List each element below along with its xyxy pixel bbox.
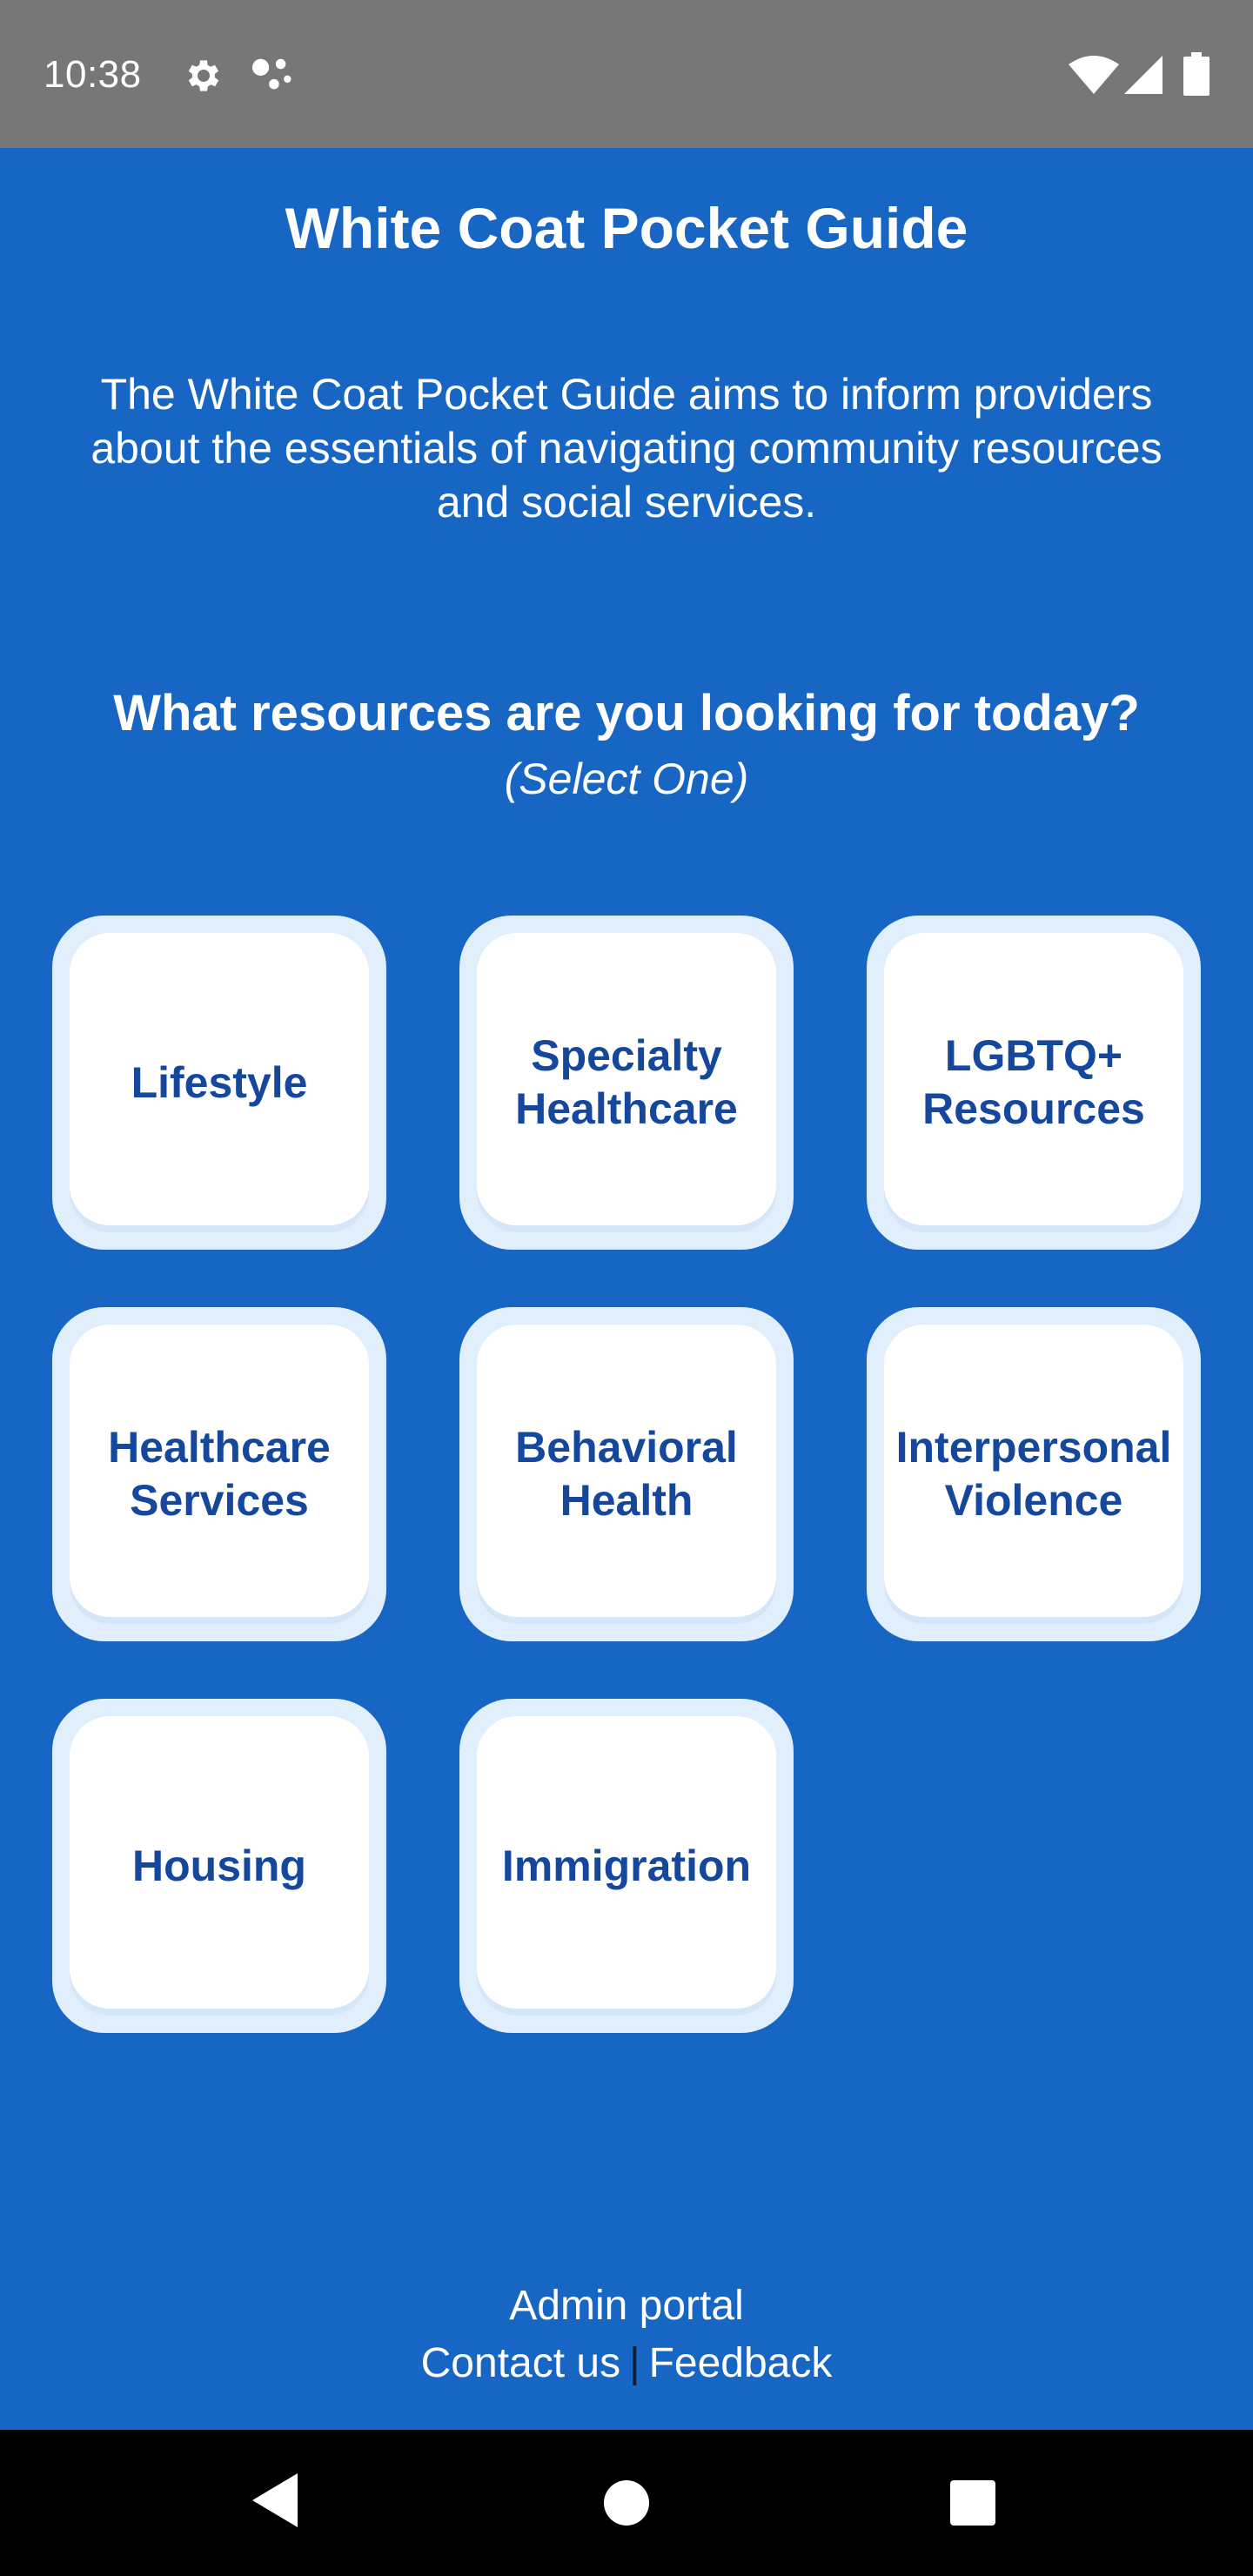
tile-label: LGBTQ+ Resources — [922, 1031, 1145, 1133]
category-tile-immigration[interactable]: Immigration — [459, 1699, 794, 2033]
tile-card: LGBTQ+ Resources — [884, 933, 1183, 1232]
tile-card: Behavioral Health — [477, 1325, 776, 1624]
navigation-bar — [0, 2430, 1253, 2576]
status-time: 10:38 — [44, 53, 142, 96]
footer-links: Contact us | Feedback — [0, 2336, 1253, 2392]
back-icon[interactable] — [252, 2473, 298, 2527]
app-description: The White Coat Pocket Guide aims to info… — [90, 370, 1163, 527]
footer-separator: | — [629, 2340, 640, 2386]
category-tile-specialty-healthcare[interactable]: Specialty Healthcare — [459, 916, 794, 1250]
tile-card: Lifestyle — [70, 933, 369, 1232]
category-tile-lgbtq-resources[interactable]: LGBTQ+ Resources — [867, 916, 1201, 1250]
contact-us-link[interactable]: Contact us — [420, 2340, 621, 2386]
footer: Admin portal — [0, 2278, 1253, 2334]
tile-label: Interpersonal Violence — [895, 1423, 1172, 1525]
wifi-icon — [1069, 56, 1119, 94]
tile-label: Behavioral Health — [515, 1423, 738, 1525]
assistant-icon — [251, 58, 291, 90]
tile-label: Housing — [132, 1841, 306, 1890]
battery-icon — [1183, 52, 1209, 96]
status-bar: 10:38 — [0, 0, 1253, 148]
tile-label: Specialty Healthcare — [515, 1031, 738, 1133]
tile-label: Lifestyle — [131, 1057, 308, 1107]
tile-card: Healthcare Services — [70, 1325, 369, 1624]
recents-icon[interactable] — [950, 2480, 995, 2526]
feedback-link[interactable]: Feedback — [648, 2340, 833, 2386]
home-icon[interactable] — [604, 2480, 649, 2526]
tile-card: Interpersonal Violence — [884, 1325, 1183, 1624]
category-tile-housing[interactable]: Housing — [52, 1699, 386, 2033]
admin-portal-link[interactable]: Admin portal — [509, 2283, 744, 2329]
app-title: White Coat Pocket Guide — [285, 196, 968, 260]
category-tile-healthcare-services[interactable]: Healthcare Services — [52, 1307, 386, 1641]
tile-card: Specialty Healthcare — [477, 933, 776, 1232]
category-tile-lifestyle[interactable]: Lifestyle — [52, 916, 386, 1250]
tile-card: Immigration — [477, 1716, 776, 2016]
tile-label: Immigration — [501, 1841, 752, 1890]
category-tile-interpersonal-violence[interactable]: Interpersonal Violence — [867, 1307, 1201, 1641]
tile-card: Housing — [70, 1716, 369, 2016]
select-hint: (Select One) — [504, 755, 749, 803]
tile-label: Healthcare Services — [108, 1423, 331, 1525]
gear-icon — [188, 60, 219, 91]
resource-question: What resources are you looking for today… — [113, 685, 1140, 741]
category-tile-behavioral-health[interactable]: Behavioral Health — [459, 1307, 794, 1641]
signal-icon — [1124, 56, 1163, 94]
